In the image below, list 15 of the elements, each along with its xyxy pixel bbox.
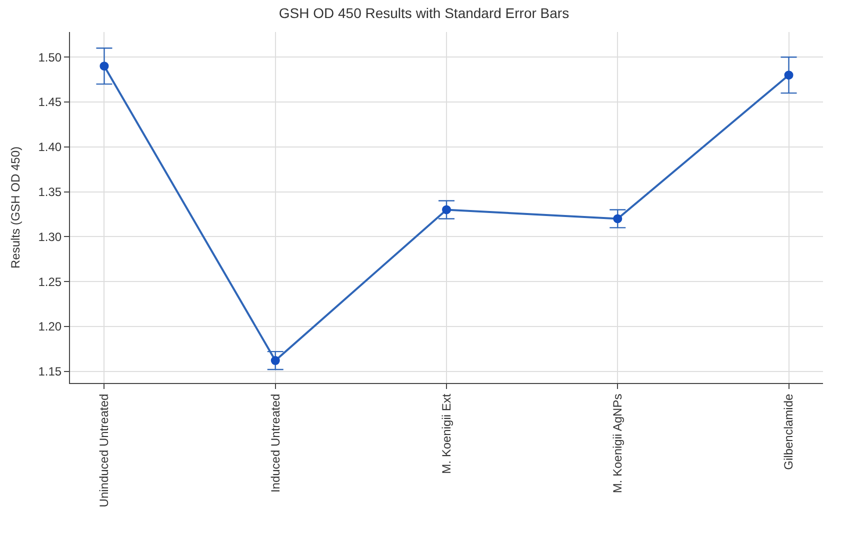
- x-tick-label: Induced Untreated: [268, 394, 282, 493]
- y-tick-label: 1.15: [38, 364, 62, 379]
- y-tick-label: 1.35: [38, 184, 62, 199]
- y-tick-label: 1.20: [38, 320, 62, 334]
- y-tick-label: 1.25: [38, 274, 62, 289]
- x-tick-label: Gilbenclamide: [782, 393, 796, 470]
- chart-title: GSH OD 450 Results with Standard Error Bars: [278, 4, 570, 21]
- y-tick-label: 1.40: [38, 140, 62, 154]
- y-tick-label: 1.45: [38, 95, 62, 110]
- y-tick-label: 1.30: [38, 230, 62, 244]
- y-tick-label: 1.50: [38, 50, 62, 64]
- x-tick-label: M. Koenigii AgNPs: [610, 394, 625, 494]
- y-axis-title: Results (GSH OD 450): [8, 146, 23, 269]
- x-tick-label: M. Koenigii Ext: [439, 393, 454, 474]
- x-tick-label: Uninduced Untreated: [97, 394, 112, 508]
